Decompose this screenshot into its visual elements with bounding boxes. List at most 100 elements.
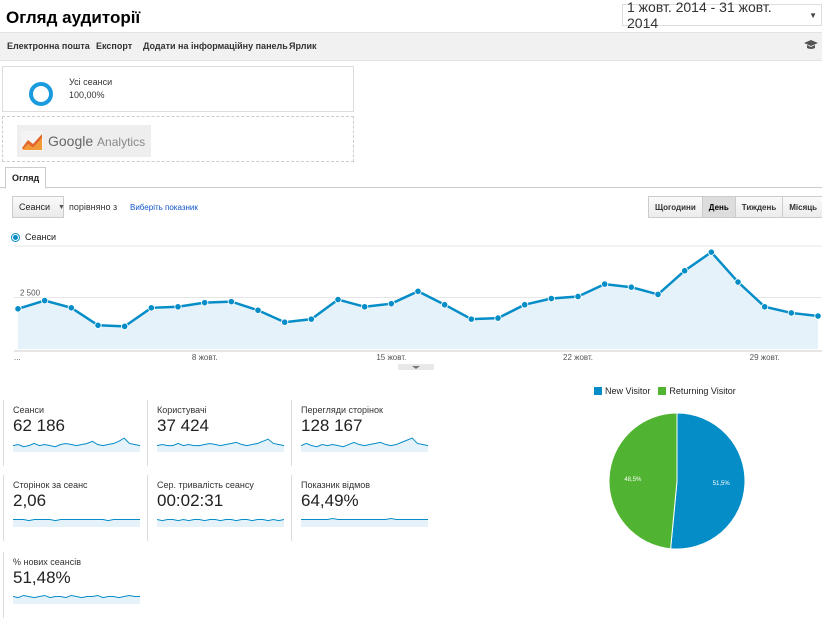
pie-legend-new: New Visitor: [594, 386, 650, 396]
metric-card[interactable]: Сеанси 62 186: [3, 400, 143, 466]
pie-legend: New Visitor Returning Visitor: [594, 386, 736, 396]
x-tick-label: 8 жовт.: [192, 353, 218, 362]
data-point[interactable]: [787, 309, 795, 317]
segment-percent: 100,00%: [69, 90, 105, 100]
metric-sparkline: [13, 437, 141, 452]
data-point[interactable]: [707, 248, 715, 256]
google-analytics-logo: Google Analytics: [17, 125, 151, 157]
metric-card[interactable]: % нових сеансів 51,48%: [3, 552, 143, 618]
sparkline-line: [157, 438, 285, 447]
metric-value: 00:02:31: [157, 491, 224, 510]
logo-google-text: Google: [48, 133, 94, 149]
pie-slice-label: 51,5%: [713, 481, 731, 487]
data-point[interactable]: [494, 314, 502, 322]
data-point[interactable]: [601, 280, 609, 288]
chevron-down-icon: [412, 366, 420, 369]
pie-legend-new-label: New Visitor: [605, 386, 651, 396]
metric-card[interactable]: Сторінок за сеанс 2,06: [3, 475, 143, 541]
sparkline-fill: [301, 438, 428, 452]
data-point[interactable]: [627, 283, 635, 291]
data-point[interactable]: [121, 322, 129, 330]
chart-legend: Сеанси: [12, 232, 56, 242]
data-point[interactable]: [521, 301, 529, 309]
segment-placeholder[interactable]: Google Analytics: [2, 116, 354, 162]
data-point[interactable]: [41, 296, 49, 305]
sparkline-line: [301, 517, 428, 521]
segment-name: Усі сеанси: [69, 77, 113, 87]
sparkline-line: [13, 519, 140, 522]
data-point[interactable]: [14, 305, 22, 313]
data-point[interactable]: [254, 306, 262, 314]
pie-slice[interactable]: [670, 412, 746, 550]
sparkline-line: [157, 519, 285, 522]
y-tick-label: 5 000: [20, 244, 41, 246]
sparkline-fill: [157, 439, 284, 452]
select-metric-link[interactable]: Виберіть показник: [130, 203, 198, 212]
data-point[interactable]: [414, 287, 422, 295]
data-point[interactable]: [227, 298, 235, 306]
metric-sparkline: [157, 519, 285, 527]
granularity-month-button[interactable]: Місяць: [782, 197, 822, 217]
tab-overview[interactable]: Огляд: [5, 167, 47, 189]
metric-value: 62 186: [13, 416, 65, 435]
metric-sparkline: [301, 437, 429, 452]
data-point[interactable]: [281, 318, 289, 326]
granularity-hourly-button[interactable]: Щогодини: [649, 197, 702, 217]
date-range-picker[interactable]: 1 жовт. 2014 - 31 жовт. 2014 ▼: [622, 0, 822, 31]
metric-sparkline: [157, 438, 285, 452]
metric-label: Показник відмов: [301, 480, 371, 490]
data-point[interactable]: [307, 315, 315, 323]
data-point[interactable]: [441, 301, 449, 309]
data-point[interactable]: [67, 304, 75, 312]
logo-analytics-text: Analytics: [97, 135, 146, 149]
export-button[interactable]: Експорт: [96, 41, 133, 51]
metric-label: % нових сеансів: [13, 557, 82, 567]
sessions-line-chart[interactable]: 5 000 2 500... 8 жовт. 15 жовт. 22 жовт. 29 ж…: [0, 244, 822, 374]
metric-value: 128 167: [301, 416, 363, 435]
metric-card[interactable]: Перегляди сторінок 128 167: [291, 400, 431, 466]
data-point[interactable]: [681, 267, 689, 275]
data-point[interactable]: [387, 300, 395, 308]
data-point[interactable]: [361, 303, 369, 311]
pie-legend-returning-label: Returning Visitor: [669, 386, 736, 396]
pie-slice[interactable]: [608, 412, 678, 550]
page-title: Огляд аудиторії: [6, 8, 141, 27]
metric-card[interactable]: Показник відмов 64,49%: [291, 475, 431, 541]
segment-card[interactable]: Усі сеанси 100,00%: [2, 66, 354, 112]
metric-label: Сторінок за сеанс: [13, 480, 88, 490]
data-point[interactable]: [654, 290, 662, 299]
data-point[interactable]: [574, 292, 582, 301]
metric-card[interactable]: Користувачі 37 424: [147, 400, 287, 466]
sparkline-fill: [13, 595, 140, 604]
sparkline-fill: [301, 518, 428, 527]
data-point[interactable]: [467, 315, 475, 323]
metric-label: Сер. тривалість сеансу: [157, 480, 254, 490]
metric-sparkline: [13, 519, 140, 527]
granularity-week-button[interactable]: Тиждень: [734, 197, 783, 217]
data-point[interactable]: [734, 278, 742, 286]
metric-dropdown[interactable]: Сеанси ▼: [12, 196, 65, 218]
data-point[interactable]: [94, 321, 102, 329]
metric-card[interactable]: Сер. тривалість сеансу 00:02:31: [147, 475, 287, 541]
email-button[interactable]: Електронна пошта: [7, 41, 90, 51]
granularity-day-button[interactable]: День: [701, 197, 735, 217]
data-point[interactable]: [761, 303, 769, 311]
sparkline-line: [301, 437, 429, 448]
graduation-cap-icon[interactable]: [804, 39, 818, 54]
data-point[interactable]: [174, 303, 182, 311]
area-fill: [18, 252, 818, 349]
legend-series-label: Сеанси: [25, 232, 57, 242]
data-point[interactable]: [814, 312, 822, 320]
data-point[interactable]: [147, 304, 155, 312]
metric-value: 2,06: [13, 491, 47, 510]
data-point[interactable]: [334, 295, 342, 304]
data-point[interactable]: [201, 299, 209, 307]
shortcut-button[interactable]: Ярлик: [289, 41, 317, 51]
sparkline-line: [13, 437, 141, 448]
pie-legend-returning: Returning Visitor: [658, 386, 736, 396]
visitor-pie-chart[interactable]: 51,5% 48,5%: [606, 410, 748, 552]
segment-ring-icon: [29, 82, 53, 106]
add-to-dashboard-button[interactable]: Додати на інформаційну панель: [143, 41, 288, 51]
data-point[interactable]: [547, 294, 555, 303]
pie-slice-label: 48,5%: [624, 477, 642, 483]
